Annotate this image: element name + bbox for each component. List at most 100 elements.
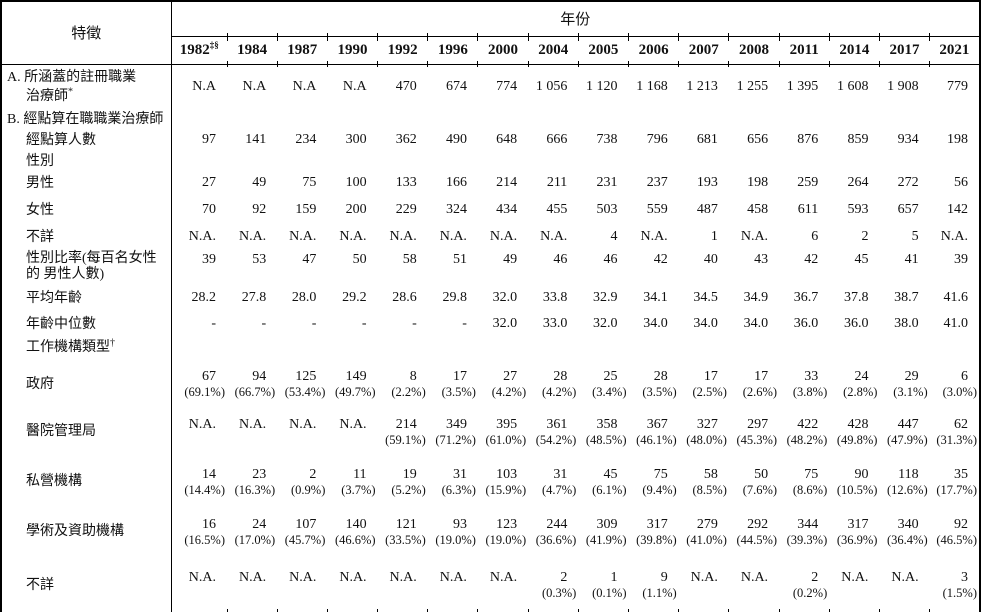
value-cell: 141 xyxy=(245,132,267,147)
empty-cell xyxy=(171,151,980,173)
value-cell: 41.0 xyxy=(943,316,969,331)
row-label: 女性 xyxy=(1,200,172,227)
value-cell: 123 (19.0%) xyxy=(485,516,527,547)
value-cell: 876 xyxy=(797,132,819,147)
value-cell: 51 xyxy=(452,252,467,267)
value-cell: 23 (16.3%) xyxy=(234,466,276,497)
table-row-org-type-section: 工作機構類型† xyxy=(1,337,980,362)
value-cell: 93 (19.0%) xyxy=(435,516,476,547)
row-label: 年齡中位數 xyxy=(1,314,172,337)
row-label: 工作機構類型† xyxy=(1,337,172,362)
value-cell: 1 608 xyxy=(836,78,869,94)
value-cell: N.A xyxy=(292,78,317,94)
value-cell: 681 xyxy=(696,132,718,147)
value-cell: 214 xyxy=(496,175,518,190)
table-row-female: 女性 70 92 159 200 229 324 434 455 503 559 487 458 611 5… xyxy=(1,200,980,227)
value-cell: 34.0 xyxy=(693,316,718,331)
value-cell: 17 (2.5%) xyxy=(692,369,727,399)
table-row-male: 男性 27 49 75 100 133 166 214 211 231 237 193 198 259 26… xyxy=(1,173,980,200)
value-cell: 94 (66.7%) xyxy=(234,369,276,399)
value-cell: 292 (44.5%) xyxy=(736,516,778,547)
value-cell: 97 xyxy=(202,132,216,147)
value-cell: 2 (0.9%) xyxy=(291,466,326,497)
value-cell: 1 120 xyxy=(586,78,618,94)
table-row-median-age: 年齡中位數 - - - - - - 32.0 33.0 32.0 34.0 34.0 34.0 36.0 3… xyxy=(1,314,980,337)
value-cell: N.A. xyxy=(940,229,968,244)
value-cell: 297 (45.3%) xyxy=(736,416,778,447)
value-cell: 35 (17.7%) xyxy=(936,466,977,497)
value-cell: 17 (2.6%) xyxy=(742,369,778,399)
value-cell: 28 (4.2%) xyxy=(541,369,577,399)
value-cell: 779 xyxy=(947,78,968,94)
row-label: 性別 xyxy=(1,151,172,173)
value-cell: 42 xyxy=(653,252,668,267)
value-cell: 45 (6.1%) xyxy=(592,466,627,497)
value-cell: 358 (48.5%) xyxy=(585,416,627,447)
value-cell: 422 (48.2%) xyxy=(786,416,828,447)
value-cell: 327 (48.0%) xyxy=(686,416,727,447)
year-column-header: 1996 xyxy=(427,32,478,66)
value-cell: 362 xyxy=(395,132,417,147)
year-column-header: 1984 xyxy=(226,32,278,66)
value-cell: 92 (46.5%) xyxy=(936,516,977,547)
value-cell: 33.8 xyxy=(542,290,568,305)
value-cell: 455 xyxy=(546,202,568,217)
value-cell: 28.2 xyxy=(191,290,217,305)
value-cell: 447 (47.9%) xyxy=(887,416,928,447)
value-cell: 38.7 xyxy=(894,290,919,305)
value-cell: 75 (9.4%) xyxy=(642,466,677,497)
value-cell: 33 (3.8%) xyxy=(792,369,828,399)
value-cell: N.A. xyxy=(740,229,769,244)
table-row-government: 政府 67 (69.1%) 94 (66.7%) 125 (53.4%) 149 (49.7%)… xyxy=(1,362,980,407)
value-cell: 193 xyxy=(696,175,718,190)
value-cell: 121 (33.5%) xyxy=(385,516,426,547)
value-cell: 41.6 xyxy=(943,290,969,305)
table-row-sex-unknown: 不詳 N.A. N.A. N.A. N.A. N.A. N.A. N.A. N.A. 4 N.A. 1… xyxy=(1,227,980,250)
value-cell: N.A. xyxy=(339,416,367,432)
value-cell: N.A. xyxy=(828,557,879,612)
value-cell: 50 (7.6%) xyxy=(742,466,778,497)
value-cell: 37.8 xyxy=(843,290,869,305)
value-cell: 6 (3.0%) xyxy=(942,369,977,399)
value-cell: 159 xyxy=(295,202,317,217)
value-cell: N.A. xyxy=(389,229,417,244)
value-cell: 38.0 xyxy=(894,316,919,331)
value-cell: N.A. xyxy=(226,557,277,612)
value-cell: 9 (1.1%) xyxy=(627,557,679,612)
year-column-header: 2004 xyxy=(527,32,579,66)
value-cell: 58 (8.5%) xyxy=(692,466,727,497)
value-cell: 666 xyxy=(546,132,568,147)
row-label: 平均年齡 xyxy=(1,288,172,314)
value-cell: 46 xyxy=(553,252,568,267)
value-cell: N.A. xyxy=(339,229,367,244)
value-cell: N.A. xyxy=(640,229,668,244)
value-cell: 593 xyxy=(847,202,869,217)
value-cell: 107 (45.7%) xyxy=(284,516,326,547)
value-cell: 340 (36.4%) xyxy=(887,516,928,547)
year-column-header: 2007 xyxy=(678,32,729,66)
value-cell: 272 xyxy=(897,175,919,190)
value-cell: 49 xyxy=(252,175,267,190)
value-cell: 75 (8.6%) xyxy=(792,466,828,497)
value-cell: 34.9 xyxy=(743,290,769,305)
value-cell: 36.0 xyxy=(793,316,819,331)
table-row-enumerated-ot-section: B. 經點算在職職業治療師 xyxy=(1,109,980,130)
value-cell: 198 xyxy=(747,175,769,190)
value-cell: 29 (3.1%) xyxy=(893,369,928,399)
value-cell: 32.0 xyxy=(492,316,518,331)
value-cell: 859 xyxy=(847,132,869,147)
value-cell: 92 xyxy=(252,202,267,217)
value-cell: 259 xyxy=(797,175,819,190)
value-cell: 125 (53.4%) xyxy=(284,369,326,399)
value-cell: 234 xyxy=(295,132,317,147)
value-cell: N.A xyxy=(192,78,216,94)
value-cell: N.A. xyxy=(489,229,518,244)
value-cell: 214 (59.1%) xyxy=(385,416,426,447)
year-column-header: 1992 xyxy=(377,32,428,66)
value-cell: 40 xyxy=(703,252,718,267)
value-cell: 229 xyxy=(395,202,417,217)
value-cell: 103 (15.9%) xyxy=(485,466,527,497)
value-cell: 1 056 xyxy=(535,78,568,94)
value-cell: 149 (49.7%) xyxy=(334,369,376,399)
value-cell: 28.6 xyxy=(392,290,417,305)
